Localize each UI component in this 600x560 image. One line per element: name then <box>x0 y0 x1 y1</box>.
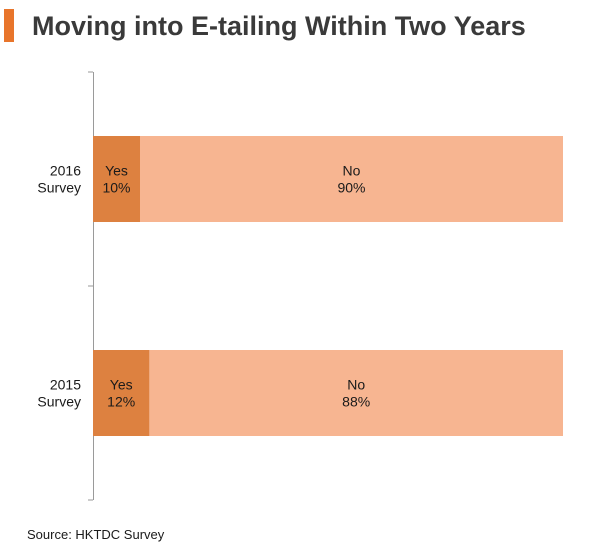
data-label-line: No <box>343 163 361 179</box>
bar-segment-no <box>149 350 563 436</box>
bar-segment-yes <box>93 350 150 436</box>
category-label-line: Survey <box>37 180 81 196</box>
data-label-line: Yes <box>110 377 133 393</box>
data-label-line: 10% <box>102 180 130 196</box>
data-label: No 88% <box>342 377 370 410</box>
data-label: Yes 12% <box>107 377 135 410</box>
data-label: No 90% <box>337 163 365 196</box>
data-label-line: Yes <box>105 163 128 179</box>
data-label-line: 88% <box>342 394 370 410</box>
data-label-line: 90% <box>337 180 365 196</box>
data-label-line: 12% <box>107 394 135 410</box>
category-label-line: 2015 <box>50 377 81 393</box>
category-label: 2016 Survey <box>37 163 81 196</box>
bar-segment-no <box>140 136 563 222</box>
data-label: Yes 10% <box>102 163 130 196</box>
category-label: 2015 Survey <box>37 377 81 410</box>
chart-title: Moving into E-tailing Within Two Years <box>32 11 526 41</box>
source-note: Source: HKTDC Survey <box>27 527 165 542</box>
title-accent-bar <box>4 9 14 42</box>
category-label-line: Survey <box>37 394 81 410</box>
bar-segment-yes <box>93 136 140 222</box>
data-label-line: No <box>347 377 365 393</box>
category-label-line: 2016 <box>50 163 81 179</box>
